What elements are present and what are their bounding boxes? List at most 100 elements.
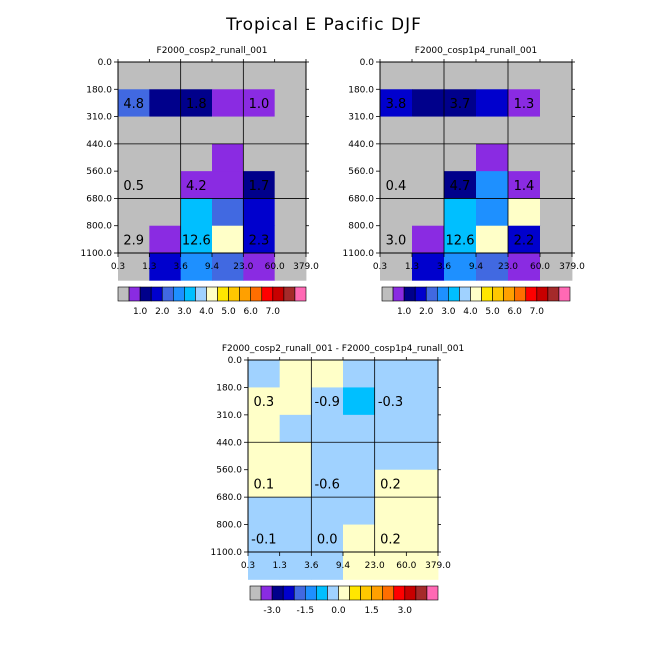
colorbar-swatch xyxy=(271,585,284,601)
heatmap-cell xyxy=(343,552,376,580)
heatmap-cell xyxy=(180,253,213,281)
y-tick-label: 1100.0 xyxy=(211,548,243,558)
heatmap-cell xyxy=(343,360,376,388)
cell-value-label: 4.7 xyxy=(450,179,471,194)
colorbar-swatch xyxy=(393,585,406,601)
heatmap-cell xyxy=(540,171,573,199)
heatmap-cell xyxy=(374,552,407,580)
colorbar-label: 2.0 xyxy=(419,307,434,317)
panel-title-1: F2000_cosp2_runall_001 xyxy=(157,46,268,56)
cell-value-label: -0.9 xyxy=(314,395,339,410)
heatmap-cell xyxy=(406,414,439,443)
heatmap-cell xyxy=(311,360,344,388)
heatmap-cell xyxy=(149,62,182,90)
colorbar-label: 6.0 xyxy=(508,307,523,317)
heatmap-cell xyxy=(311,469,344,498)
heatmap-cell xyxy=(212,143,244,172)
heatmap-cell xyxy=(118,253,150,281)
heatmap-cell xyxy=(343,387,376,416)
y-tick-label: 560.0 xyxy=(86,167,112,177)
heatmap-cell xyxy=(180,198,213,227)
heatmap-cell xyxy=(476,116,509,145)
y-tick-label: 310.0 xyxy=(348,113,374,123)
heatmap-cell xyxy=(149,253,182,281)
heatmap-cell xyxy=(406,387,439,416)
heatmap-cell xyxy=(476,198,509,227)
y-tick-label: 440.0 xyxy=(86,140,112,150)
colorbar-swatch xyxy=(195,286,207,302)
cell-value-label: 1.4 xyxy=(514,179,535,194)
heatmap-cell xyxy=(343,497,376,525)
heatmap-cell xyxy=(412,225,445,254)
cell-value-label: 3.7 xyxy=(450,97,471,112)
y-tick-label: 180.0 xyxy=(348,85,374,95)
colorbar-swatch xyxy=(293,585,306,601)
panel-title-3: F2000_cosp2_runall_001 - F2000_cosp1p4_r… xyxy=(222,344,464,354)
colorbar-swatch xyxy=(382,585,395,601)
heatmap-cell xyxy=(149,198,182,227)
colorbar-label: 0.0 xyxy=(331,606,346,616)
cell-value-label: 2.2 xyxy=(514,233,535,248)
heatmap-cell xyxy=(149,171,182,199)
colorbar-swatch xyxy=(150,286,163,302)
heatmap-cell xyxy=(274,225,307,254)
heatmap-cell xyxy=(412,116,445,145)
x-tick-label: 1.3 xyxy=(142,262,156,272)
heatmap-cell xyxy=(540,89,573,117)
heatmap-cell xyxy=(343,524,376,553)
cell-value-label: 4.2 xyxy=(186,179,207,194)
cell-value-label: 1.0 xyxy=(249,97,270,112)
heatmap-cell xyxy=(380,62,413,90)
heatmap-cell xyxy=(508,225,541,254)
heatmap-cell xyxy=(279,414,312,443)
heatmap-cell xyxy=(212,171,244,199)
colorbar-swatch xyxy=(426,585,439,601)
y-tick-label: 440.0 xyxy=(216,438,242,448)
x-tick-label: 23.0 xyxy=(233,262,253,272)
heatmap-cell xyxy=(118,198,150,227)
heatmap-cell xyxy=(311,414,344,443)
colorbar-label: 4.0 xyxy=(199,307,214,317)
heatmap-cell xyxy=(374,442,407,471)
y-tick-label: 310.0 xyxy=(216,411,242,421)
heatmap-cell xyxy=(374,414,407,443)
y-tick-label: 800.0 xyxy=(86,222,112,232)
heatmap-cell xyxy=(444,143,477,172)
colorbar-swatch xyxy=(525,286,538,302)
heatmap-cell xyxy=(212,89,244,117)
heatmap-cell xyxy=(279,360,312,388)
colorbar-label: 5.0 xyxy=(485,307,500,317)
heatmap-cell xyxy=(508,143,541,172)
heatmap-cell xyxy=(540,143,573,172)
heatmap-cell xyxy=(374,360,407,388)
heatmap-cell xyxy=(279,469,312,498)
cell-value-label: 0.2 xyxy=(380,477,401,492)
colorbar-swatch xyxy=(294,286,307,302)
heatmap-cell xyxy=(540,198,573,227)
x-tick-label: 60.0 xyxy=(530,262,550,272)
colorbar-swatch xyxy=(558,286,571,302)
x-tick-label: 1.3 xyxy=(405,262,419,272)
heatmap-cell xyxy=(540,116,573,145)
y-tick-label: 680.0 xyxy=(348,194,374,204)
heatmap-cell xyxy=(248,552,281,580)
heatmap-cell xyxy=(248,442,281,471)
colorbar-swatch xyxy=(414,286,427,302)
heatmap-cell xyxy=(380,116,413,145)
heatmap-cell xyxy=(476,171,509,199)
colorbar-swatch xyxy=(128,286,141,302)
colorbar-label: 3.0 xyxy=(398,606,413,616)
y-tick-label: 800.0 xyxy=(348,222,374,232)
heatmap-cell xyxy=(243,171,276,199)
heatmap-cell xyxy=(274,171,307,199)
heatmap-cell xyxy=(406,497,439,525)
heatmap-cell xyxy=(311,552,344,580)
colorbar-swatch xyxy=(304,585,317,601)
colorbar-swatch xyxy=(425,286,438,302)
heatmap-cell xyxy=(540,253,573,281)
x-tick-label: 0.3 xyxy=(373,262,387,272)
cell-value-label: 1.8 xyxy=(186,97,207,112)
heatmap-cell xyxy=(508,198,541,227)
panel-1: F2000_cosp2_runall_001 0.3 1.3 3.6 9.4 23.0 60… xyxy=(81,46,320,317)
